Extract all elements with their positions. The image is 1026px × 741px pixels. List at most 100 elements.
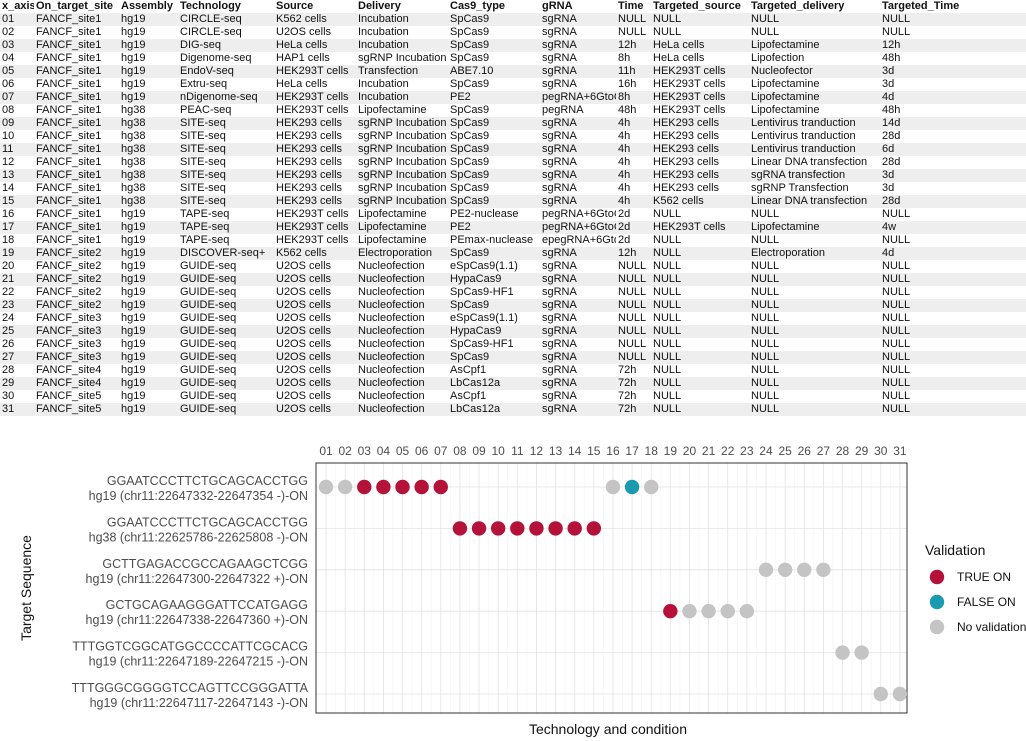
table-row: 04 FANCF_site1 hg19 Digenome-seq HAP1 cells s…: [0, 52, 1026, 65]
table-cell: LbCas12a: [448, 377, 540, 390]
column-header: Assembly: [121, 0, 173, 12]
table-row: 06 FANCF_site1 hg19 Extru-seq HeLa cells Incu…: [0, 78, 1026, 91]
table-cell: HEK293 cells: [651, 130, 749, 143]
table-cell: PE2-nuclease: [448, 208, 540, 221]
table-cell: HEK293 cells: [274, 130, 356, 143]
table-cell: HeLa cells: [274, 39, 356, 52]
table-cell: 28d: [880, 130, 1026, 143]
table-cell: 13: [0, 169, 34, 182]
table-cell: NULL: [880, 351, 1026, 364]
table-cell: sgRNP Incubation: [356, 143, 448, 156]
table-cell: FANCF_site2: [34, 247, 119, 260]
table-cell: Nucleofection: [356, 260, 448, 273]
table-cell: FANCF_site1: [34, 234, 119, 247]
table-row: 08 FANCF_site1 hg38 PEAC-seq HEK293T cells Li…: [0, 104, 1026, 117]
table-cell: FANCF_site1: [34, 182, 119, 195]
table-cell: hg38: [119, 143, 178, 156]
table-cell: sgRNP Incubation: [356, 195, 448, 208]
table-cell: 10: [0, 130, 34, 143]
table-cell: NULL: [880, 260, 1026, 273]
table-cell: sgRNA: [540, 117, 616, 130]
data-point: [395, 479, 410, 495]
table-cell: hg38: [119, 130, 178, 143]
table-cell: FANCF_site1: [34, 130, 119, 143]
table-cell: sgRNA: [540, 286, 616, 299]
table-cell: sgRNA: [540, 377, 616, 390]
table-cell: hg19: [119, 91, 178, 104]
table-cell: 04: [0, 52, 34, 65]
x-tick-label: 02: [338, 444, 352, 458]
table-cell: AsCpf1: [448, 364, 540, 377]
table-cell: sgRNA: [540, 364, 616, 377]
table-cell: hg38: [119, 169, 178, 182]
table-cell: U2OS cells: [274, 26, 356, 39]
table-cell: GUIDE-seq: [178, 286, 274, 299]
table-cell: 18: [0, 234, 34, 247]
table-cell: Lentivirus tranduction: [749, 117, 880, 130]
table-cell: 8h: [616, 91, 651, 104]
table-cell: Digenome-seq: [178, 52, 274, 65]
table-cell: 4h: [616, 195, 651, 208]
table-cell: Lipofectamine: [749, 39, 880, 52]
table-cell: HEK293 cells: [274, 156, 356, 169]
table-cell: hg38: [119, 195, 178, 208]
table-cell: SpCas9: [448, 104, 540, 117]
table-cell: NULL: [880, 312, 1026, 325]
data-point: [644, 479, 659, 495]
table-cell: HAP1 cells: [274, 52, 356, 65]
table-cell: FANCF_site1: [34, 221, 119, 234]
table-cell: FANCF_site4: [34, 364, 119, 377]
plot-panel-border: [315, 462, 908, 714]
table-row: 03 FANCF_site1 hg19 DIG-seq HeLa cells Incuba…: [0, 39, 1026, 52]
table-cell: FANCF_site2: [34, 273, 119, 286]
x-tick-label: 18: [645, 444, 659, 458]
table-cell: U2OS cells: [274, 299, 356, 312]
table-cell: CIRCLE-seq: [178, 26, 274, 39]
table-cell: hg19: [119, 403, 178, 416]
table-cell: NULL: [749, 208, 880, 221]
table-cell: sgRNA: [540, 182, 616, 195]
data-point: [529, 521, 544, 536]
table-cell: FANCF_site1: [34, 208, 119, 221]
table-cell: U2OS cells: [274, 364, 356, 377]
table-cell: 14: [0, 182, 34, 195]
y-tick-sequence: TTTGGTCGGCATGGCCCCATTCGCACG: [72, 640, 308, 654]
table-cell: SITE-seq: [178, 195, 274, 208]
table-row: 11 FANCF_site1 hg38 SITE-seq HEK293 cells sgR…: [0, 143, 1026, 156]
table-cell: SpCas9: [448, 13, 540, 26]
table-cell: NULL: [880, 377, 1026, 390]
table-row: 10 FANCF_site1 hg38 SITE-seq HEK293 cells sgR…: [0, 130, 1026, 143]
table-cell: sgRNA: [540, 130, 616, 143]
table-cell: HEK293 cells: [274, 195, 356, 208]
table-cell: hg19: [119, 52, 178, 65]
table-cell: Linear DNA transfection: [749, 195, 880, 208]
table-cell: SpCas9-HF1: [448, 286, 540, 299]
table-cell: NULL: [880, 234, 1026, 247]
table-cell: Nucleofection: [356, 273, 448, 286]
table-cell: Nucleofection: [356, 403, 448, 416]
legend-label: FALSE ON: [957, 595, 1016, 609]
table-cell: 6d: [880, 143, 1026, 156]
y-tick-locus: hg19 (chr11:22647338-22647360 +)-ON: [86, 613, 309, 627]
table-cell: Lipofectamine: [356, 208, 448, 221]
table-cell: SpCas9: [448, 130, 540, 143]
table-cell: FANCF_site1: [34, 52, 119, 65]
column-header: Targeted_source: [653, 0, 741, 12]
table-cell: NULL: [749, 325, 880, 338]
table-cell: HEK293 cells: [274, 169, 356, 182]
plot-panel: [316, 463, 907, 713]
table-cell: 4h: [616, 130, 651, 143]
table-cell: Nucleofection: [356, 351, 448, 364]
table-cell: NULL: [651, 26, 749, 39]
table-cell: sgRNA: [540, 390, 616, 403]
table-row: 23 FANCF_site2 hg19 GUIDE-seq U2OS cells Nucl…: [0, 299, 1026, 312]
x-tick-label: 15: [587, 444, 601, 458]
table-cell: sgRNP Incubation: [356, 52, 448, 65]
table-cell: Nucleofection: [356, 286, 448, 299]
table-row: 19 FANCF_site2 hg19 DISCOVER-seq+ K562 cells…: [0, 247, 1026, 260]
data-point: [357, 479, 372, 495]
table-cell: Lipofectamine: [749, 78, 880, 91]
table-cell: sgRNP Incubation: [356, 169, 448, 182]
x-tick-label: 08: [453, 444, 467, 458]
column-header: Targeted_delivery: [751, 0, 845, 12]
